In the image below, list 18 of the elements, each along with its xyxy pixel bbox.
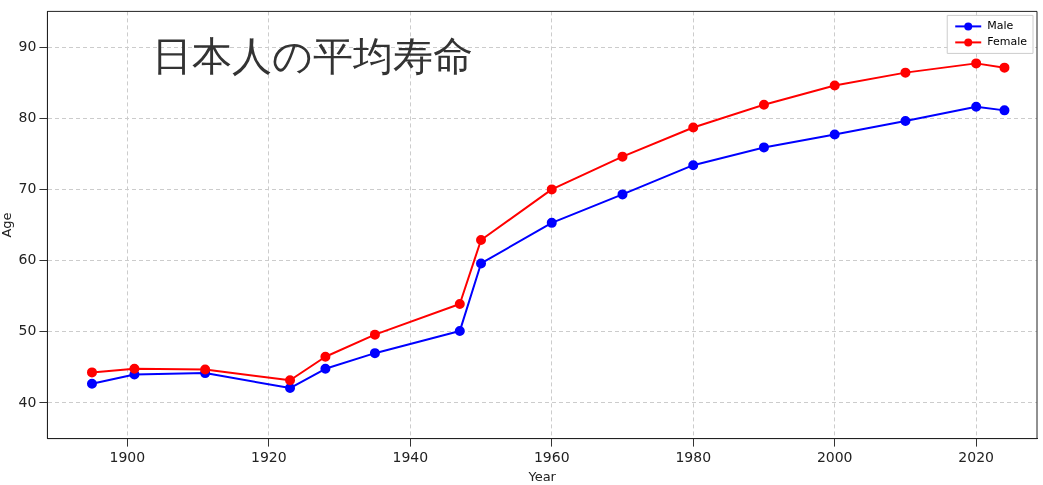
x-tick-label: 1940 (392, 448, 429, 465)
y-tick-label: 50 (18, 322, 37, 339)
x-tick-label: 1900 (109, 448, 146, 465)
x-tick-label: 1960 (533, 448, 570, 465)
legend-label: Male (987, 19, 1014, 33)
y-tick-label: 60 (18, 251, 37, 268)
legend-label: Female (987, 35, 1028, 49)
x-tick-label: 2000 (816, 448, 853, 465)
y-tick-label: 40 (18, 393, 37, 410)
y-tick-label: 80 (18, 108, 37, 125)
x-tick-label: 1920 (251, 448, 287, 465)
y-axis-title: Age (0, 212, 15, 238)
x-axis-title: Year (527, 468, 557, 484)
x-tick-label: 2020 (958, 448, 994, 465)
y-tick-label: 90 (18, 37, 37, 54)
y-tick-label: 70 (18, 180, 37, 197)
x-tick-label: 1980 (675, 448, 712, 465)
annotation: 日本人の平均寿命 (152, 32, 474, 79)
